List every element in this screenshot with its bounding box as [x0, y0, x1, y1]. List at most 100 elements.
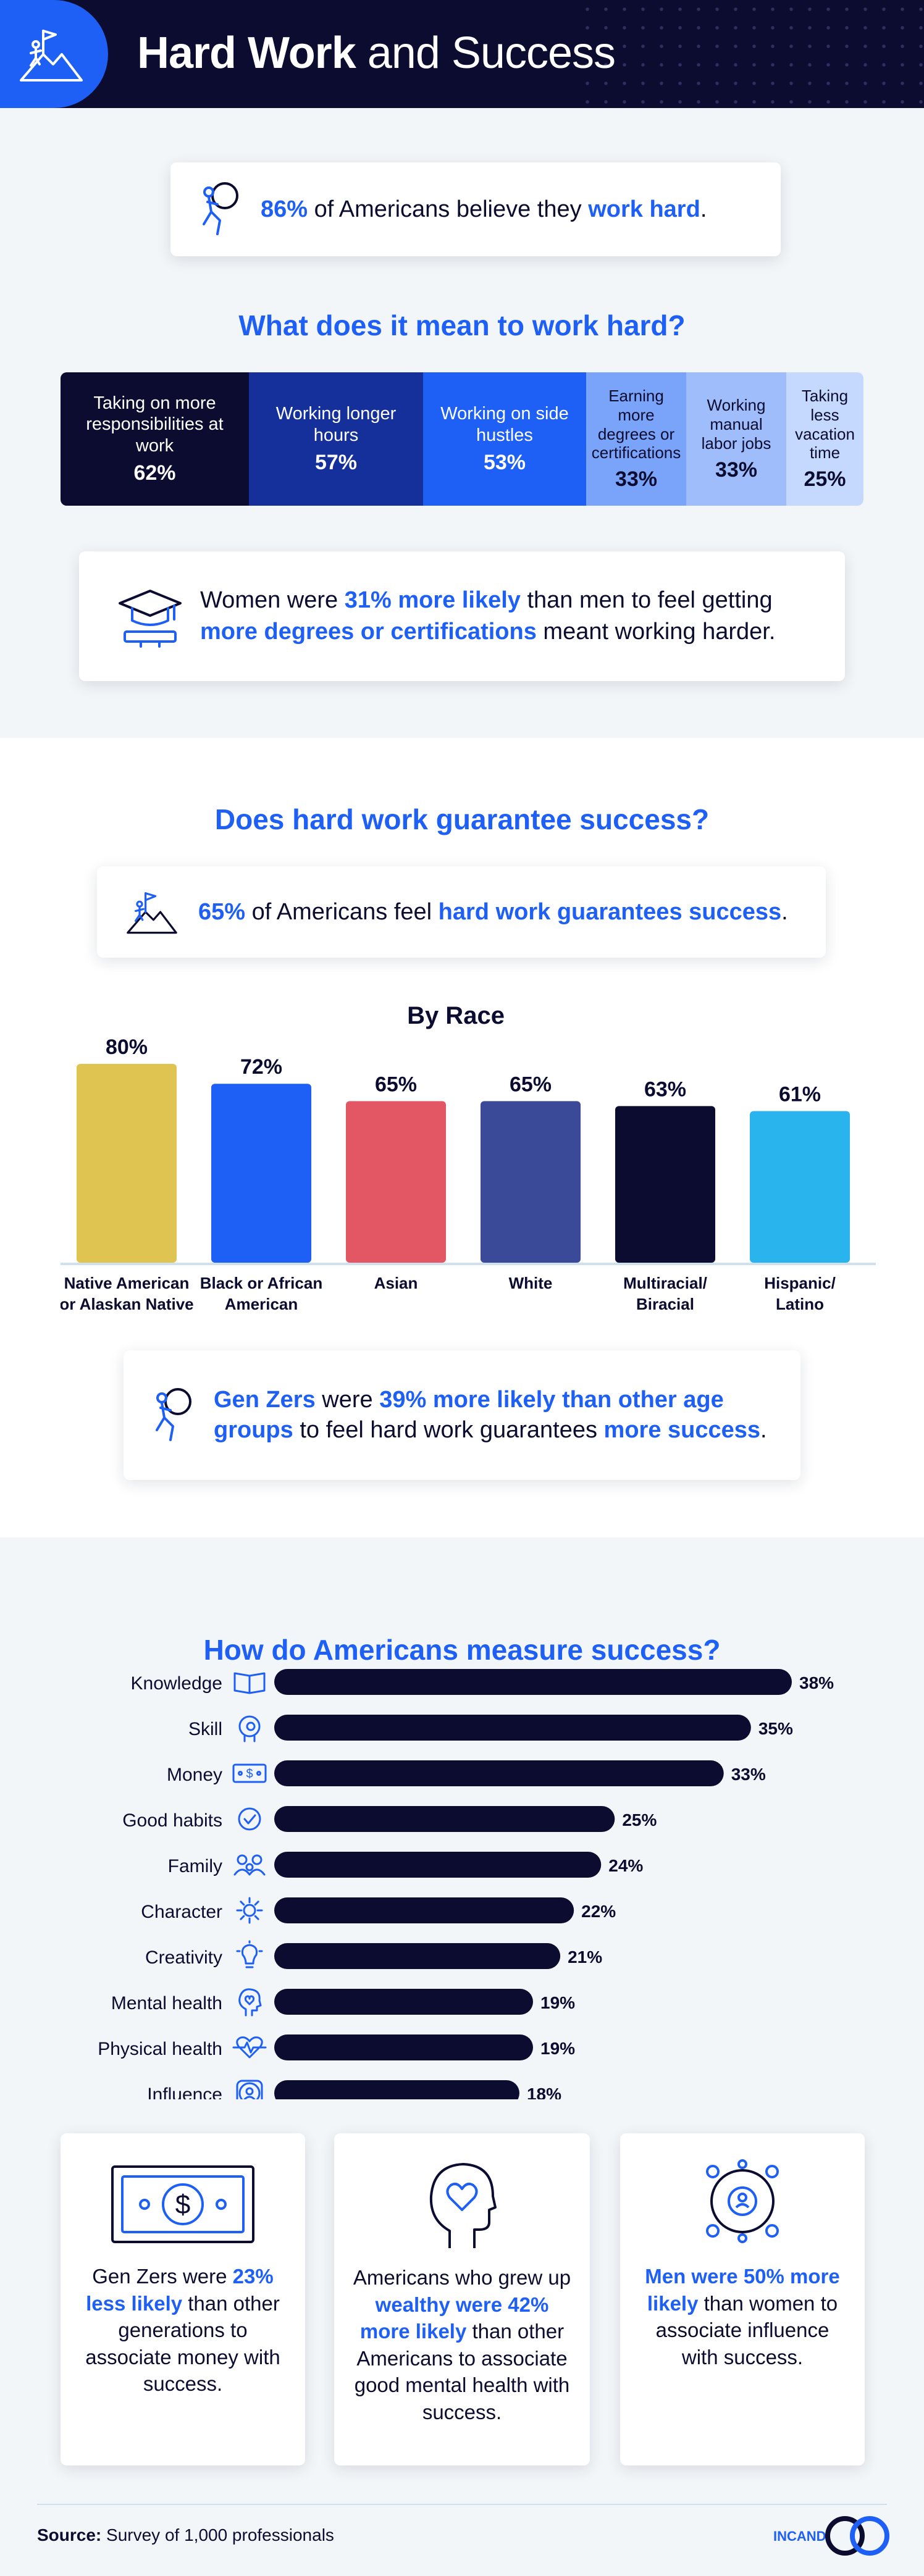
race-value-label: 72%	[240, 1055, 282, 1079]
brain-gear-icon	[238, 1715, 261, 1742]
race-category-label: Hispanic/	[764, 1274, 836, 1292]
measure-category-label: Family	[168, 1856, 222, 1876]
hard-work-segment: Working longer hours 57%	[249, 372, 423, 506]
bottom-card-mental-health: Americans who grew up wealthy were 42% m…	[334, 2133, 590, 2465]
measure-value-label: 24%	[608, 1856, 643, 1875]
segment-label: Taking less vacation time	[795, 387, 855, 462]
bottom-card-money: $ Gen Zers were 23% less likely than oth…	[61, 2133, 305, 2465]
stat2-pre: of Americans feel	[251, 898, 432, 925]
stat2-pct: 65%	[198, 898, 246, 925]
race-category-label: Multiracial/	[623, 1274, 707, 1292]
stat1-highlight: work hard	[588, 196, 700, 222]
card1-highlight: 23% less likely	[86, 2265, 274, 2315]
header-icon-tab	[0, 0, 108, 108]
source-text: Survey of 1,000 professionals	[106, 2525, 334, 2545]
head-heart-icon	[429, 2163, 497, 2248]
stat1-pct: 86%	[261, 196, 308, 222]
head-heart-icon	[238, 1988, 262, 2017]
measure-category-label: Physical health	[98, 2039, 222, 2059]
race-value-label: 65%	[375, 1073, 417, 1096]
logo-text: INCAND	[773, 2528, 826, 2544]
card1-pre: Gen Zers were	[92, 2265, 233, 2288]
segment-pct: 62%	[133, 461, 176, 485]
measure-category-label: Creativity	[145, 1947, 222, 1968]
card3-post: than women to associate influence with s…	[655, 2291, 838, 2369]
race-bar	[481, 1101, 581, 1263]
callout1-hl1: 31% more likely	[344, 587, 521, 613]
stat-card-guarantees-success: 65% of Americans feel hard work guarante…	[97, 866, 826, 958]
race-bar	[615, 1106, 715, 1263]
stat2-highlight: hard work guarantees success	[438, 898, 782, 925]
callout2-hl3: more success	[603, 1417, 761, 1443]
influence-icon	[236, 2080, 263, 2099]
measure-value-label: 35%	[758, 1719, 793, 1738]
bottom-card-influence: Men were 50% more likely than women to a…	[620, 2133, 865, 2465]
callout2-hl2: 39% more likely than other age groups	[214, 1386, 724, 1443]
sun-icon	[236, 1897, 263, 1924]
svg-text:$: $	[246, 1767, 253, 1781]
callout-women-degrees: Women were 31% more likely than men to f…	[79, 551, 845, 681]
svg-text:$: $	[175, 2189, 190, 2220]
race-value-label: 63%	[644, 1077, 686, 1101]
segment-label: Working manual labor jobs	[701, 396, 771, 453]
race-category-label: Asian	[374, 1274, 418, 1292]
measure-category-label: Good habits	[122, 1810, 222, 1831]
segment-label: Working longer hours	[275, 404, 397, 445]
measure-success-chart: How do Americans measure success? Knowled…	[98, 1634, 834, 2099]
check-circle-icon	[238, 1807, 261, 1831]
influence-network-icon	[706, 2159, 779, 2243]
hard-work-segment: Taking on more responsibilities at work 6…	[61, 372, 249, 506]
race-category-label: Latino	[776, 1295, 824, 1313]
race-chart-title: By Race	[407, 1002, 505, 1029]
race-value-label: 80%	[106, 1035, 148, 1059]
hard-work-segment: Taking less vacation time 25%	[786, 372, 863, 506]
race-category-label: Native American	[64, 1274, 190, 1292]
header-dots-pattern	[578, 0, 924, 108]
race-value-label: 65%	[510, 1073, 552, 1096]
segment-pct: 33%	[715, 458, 758, 482]
incand-logo: INCAND	[773, 2516, 889, 2556]
mountain-flag-icon	[127, 892, 177, 934]
lightbulb-icon	[236, 1940, 263, 1968]
section-title-hard-work: What does it mean to work hard?	[238, 309, 686, 341]
callout1-pre: Women were	[200, 587, 338, 613]
segment-pct: 25%	[804, 467, 846, 491]
measure-bar	[274, 2080, 519, 2099]
dollar-bill-icon: $	[111, 2165, 254, 2243]
title-bold: Hard Work	[137, 28, 356, 78]
hard-work-segment: Working manual labor jobs 33%	[686, 372, 786, 506]
measure-value-label: 19%	[540, 1993, 575, 2012]
runner-icon	[156, 1388, 191, 1441]
hard-work-segment: Earning more degrees or certifications 33…	[586, 372, 686, 506]
measure-value-label: 19%	[540, 2039, 575, 2058]
segment-label: Working on side hustles	[440, 404, 569, 445]
measure-bar	[274, 1669, 792, 1695]
title-light: and Success	[367, 28, 616, 78]
source-label: Source:	[37, 2525, 102, 2545]
race-category-label: or Alaskan Native	[61, 1295, 194, 1313]
hard-work-definitions-row: Taking on more responsibilities at work 6…	[61, 372, 863, 506]
measure-bar	[274, 1852, 602, 1878]
runner-icon	[203, 182, 238, 235]
money-icon: $	[232, 1763, 267, 1783]
segment-pct: 33%	[615, 467, 658, 491]
callout2-post: .	[760, 1417, 767, 1443]
measure-category-label: Influence	[147, 2085, 222, 2099]
callout2-hl1: Gen Zers	[214, 1386, 316, 1413]
measure-bar	[274, 1806, 615, 1832]
graduation-cap-icon	[119, 590, 182, 648]
measure-value-label: 18%	[527, 2085, 561, 2099]
measure-category-label: Knowledge	[131, 1673, 222, 1694]
race-bar	[77, 1064, 177, 1263]
measure-bar	[274, 1897, 574, 1923]
race-bar	[211, 1084, 311, 1263]
page-title: Hard Work and Success	[137, 28, 616, 78]
header: Hard Work and Success	[0, 0, 924, 108]
card2-post: than other Americans to associate good m…	[354, 2320, 570, 2423]
callout1-mid: than men to feel getting	[520, 587, 773, 613]
hard-work-segment: Working on side hustles 53%	[423, 372, 586, 506]
card2-pre: Americans who grew up	[353, 2266, 571, 2289]
race-bar	[346, 1101, 446, 1263]
stat-card-work-hard: 86% of Americans believe they work hard.	[170, 162, 781, 256]
callout1-post: meant working harder.	[536, 619, 776, 645]
